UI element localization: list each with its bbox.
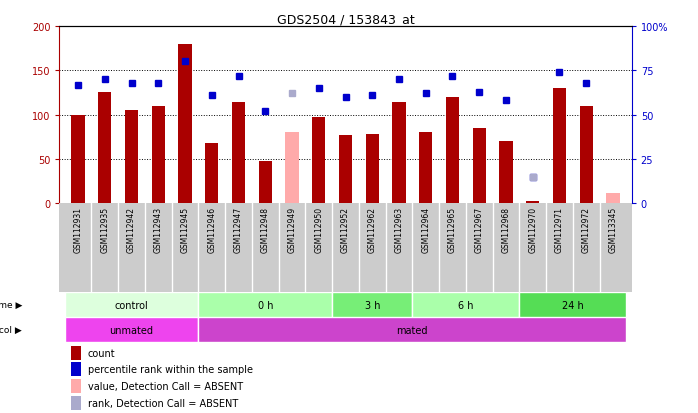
Bar (392, 103, 406, 204)
Bar (473, 129, 486, 204)
Text: GSM112962: GSM112962 (368, 206, 377, 252)
Bar (285, 133, 299, 204)
Text: GSM112931: GSM112931 (73, 206, 82, 252)
Bar (70, 362, 81, 376)
Text: GSM112963: GSM112963 (394, 206, 403, 253)
Bar (419, 133, 433, 204)
Bar (198, 292, 332, 317)
Text: protocol ▶: protocol ▶ (0, 325, 22, 334)
Text: unmated: unmated (110, 325, 154, 335)
Bar (413, 292, 519, 317)
Text: rank, Detection Call = ABSENT: rank, Detection Call = ABSENT (88, 398, 238, 408)
Text: GSM112946: GSM112946 (207, 206, 216, 253)
Bar (499, 142, 512, 204)
Bar (179, 45, 192, 204)
Text: GSM112967: GSM112967 (475, 206, 484, 253)
Text: percentile rank within the sample: percentile rank within the sample (88, 364, 253, 374)
Bar (65, 317, 198, 342)
Text: time ▶: time ▶ (0, 301, 22, 309)
Text: GSM112945: GSM112945 (181, 206, 190, 253)
Text: GSM112935: GSM112935 (101, 206, 110, 253)
Text: 0 h: 0 h (258, 300, 273, 310)
Text: 3 h: 3 h (364, 300, 380, 310)
Bar (232, 103, 245, 204)
Text: GSM112952: GSM112952 (341, 206, 350, 252)
Bar (71, 115, 84, 204)
Text: GSM112972: GSM112972 (581, 206, 591, 252)
Text: GSM112970: GSM112970 (528, 206, 537, 253)
Text: GSM112949: GSM112949 (288, 206, 297, 253)
Text: GSM112968: GSM112968 (501, 206, 510, 252)
Title: GDS2504 / 153843_at: GDS2504 / 153843_at (276, 13, 415, 26)
Bar (70, 379, 81, 393)
Bar (198, 317, 626, 342)
Text: GSM112948: GSM112948 (261, 206, 269, 252)
Bar (339, 136, 352, 204)
Text: GSM112971: GSM112971 (555, 206, 564, 252)
Text: value, Detection Call = ABSENT: value, Detection Call = ABSENT (88, 381, 243, 391)
Bar (519, 292, 626, 317)
Bar (366, 135, 379, 204)
Bar (579, 107, 593, 204)
Text: count: count (88, 348, 116, 358)
Text: GSM112965: GSM112965 (448, 206, 457, 253)
Text: GSM112950: GSM112950 (314, 206, 323, 253)
Bar (312, 118, 325, 204)
Text: GSM112942: GSM112942 (127, 206, 136, 252)
Bar (70, 396, 81, 410)
Text: control: control (114, 300, 149, 310)
Bar (205, 144, 218, 204)
Text: GSM112943: GSM112943 (154, 206, 163, 253)
Bar (125, 111, 138, 204)
Bar (70, 346, 81, 360)
Text: GSM112947: GSM112947 (234, 206, 243, 253)
Bar (607, 193, 620, 204)
Bar (332, 292, 413, 317)
Text: GSM113345: GSM113345 (609, 206, 618, 253)
Bar (526, 201, 540, 204)
Text: 24 h: 24 h (562, 300, 584, 310)
Bar (98, 93, 112, 204)
Bar (151, 107, 165, 204)
Text: mated: mated (396, 325, 428, 335)
Bar (65, 292, 198, 317)
Bar (553, 89, 566, 204)
Text: GSM112964: GSM112964 (422, 206, 430, 253)
Bar (446, 98, 459, 204)
Text: 6 h: 6 h (458, 300, 474, 310)
Bar (258, 161, 272, 204)
